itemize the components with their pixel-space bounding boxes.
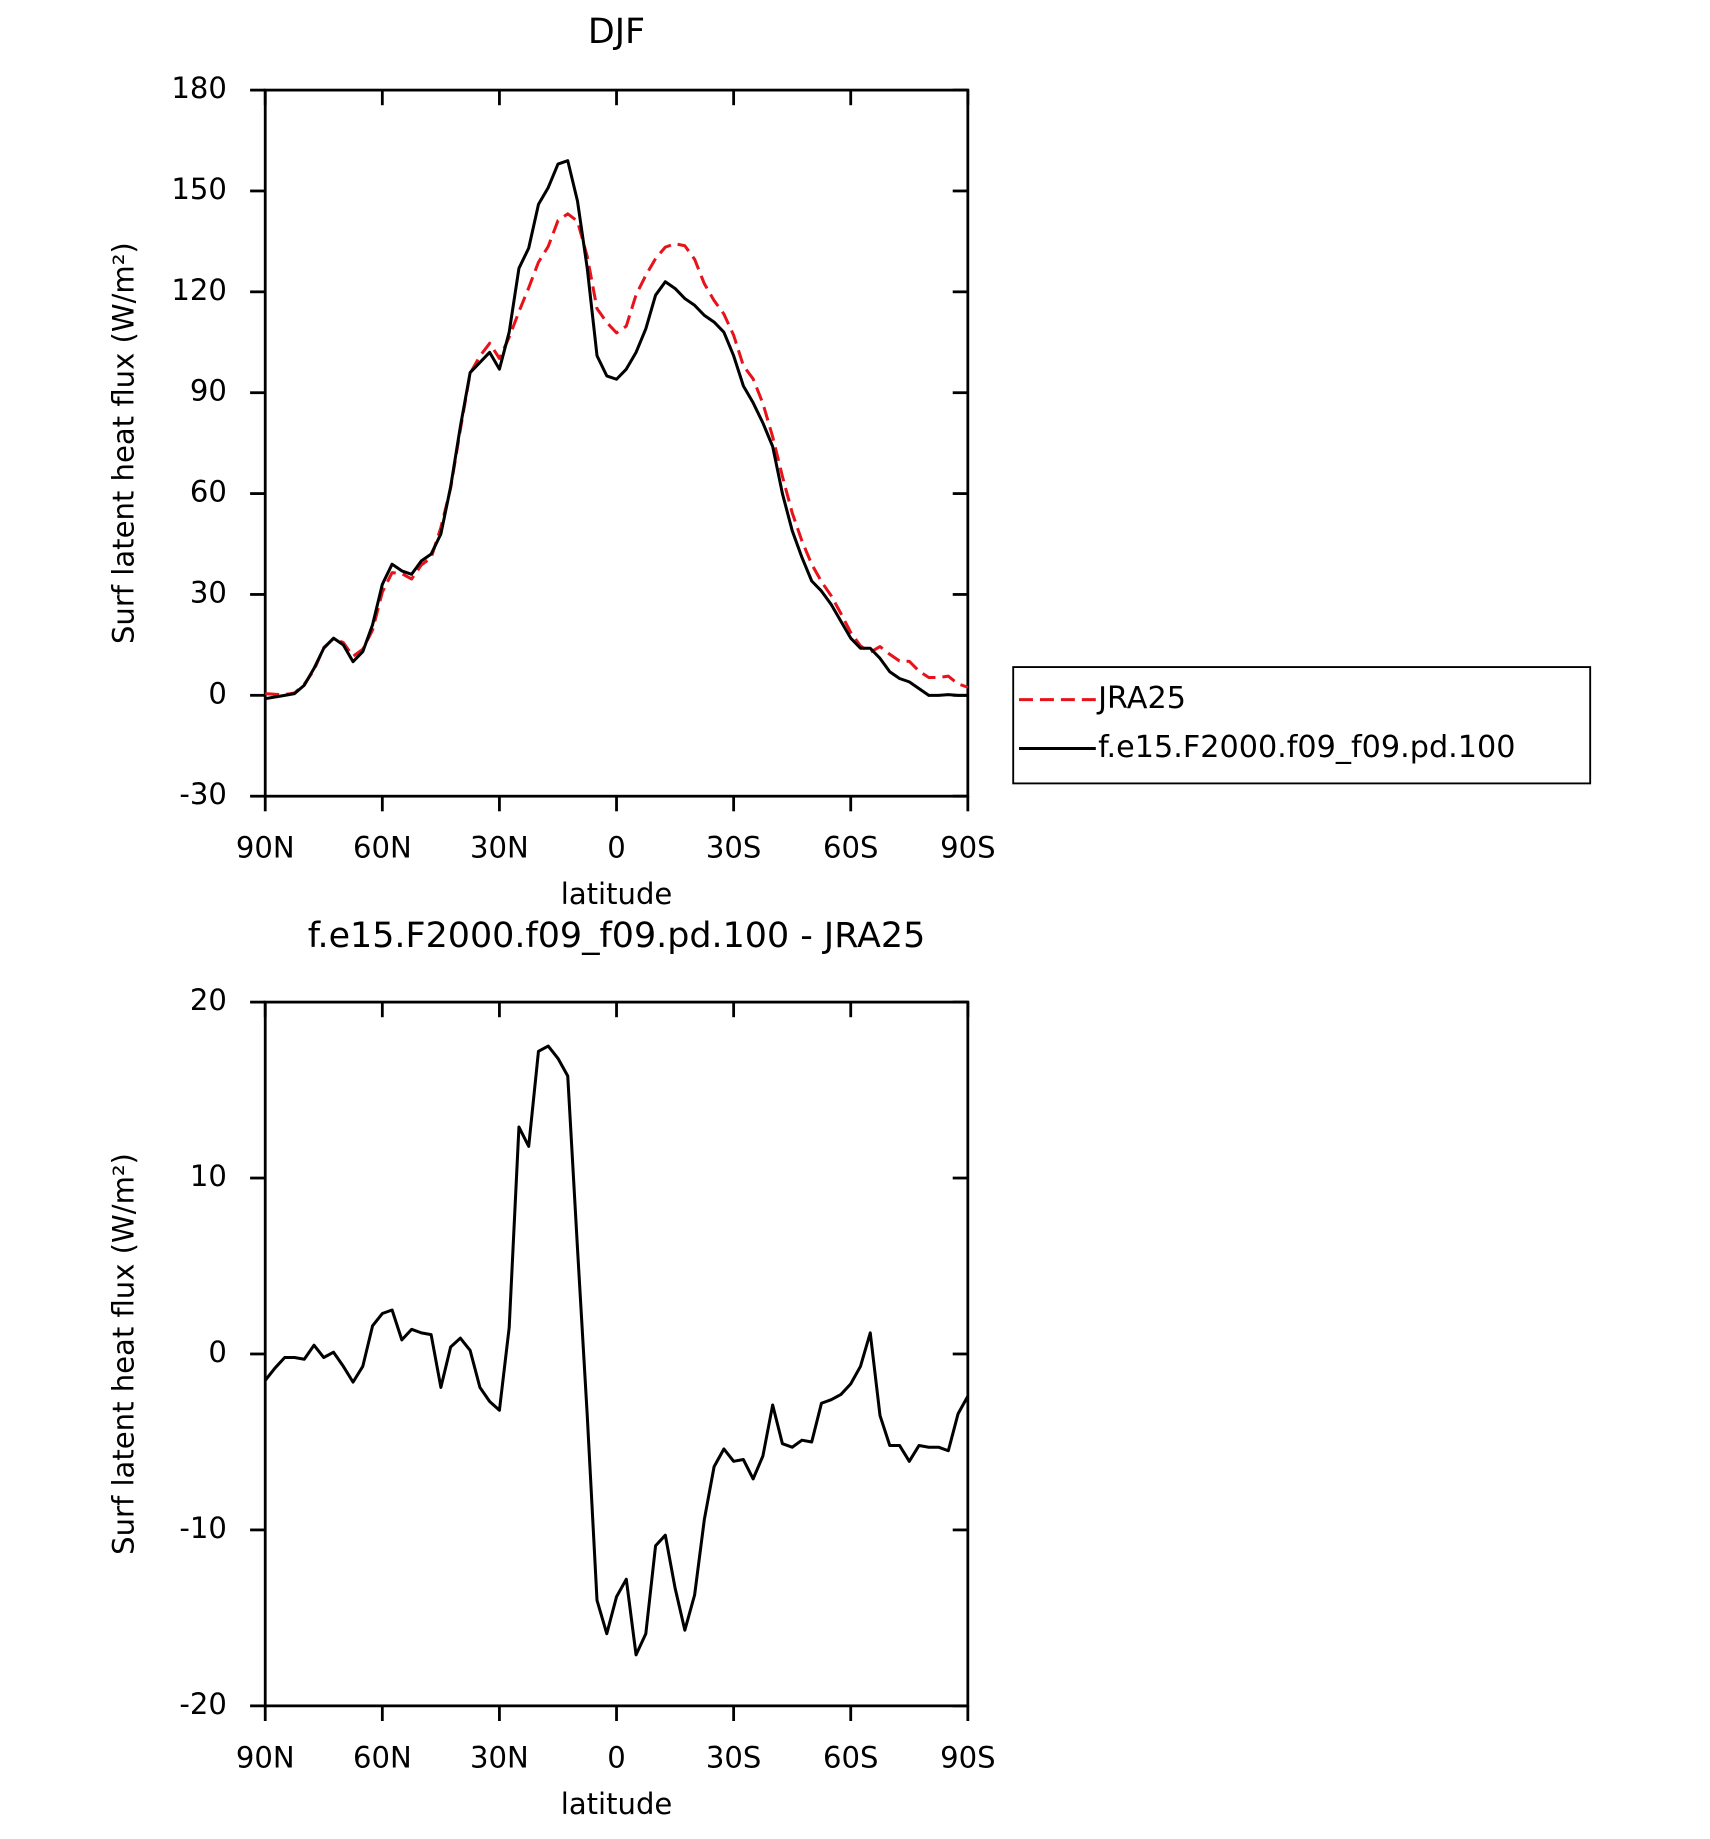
y-tick-label: 10 xyxy=(190,1159,227,1193)
y-tick-label: 20 xyxy=(190,983,227,1017)
data-line xyxy=(264,1044,970,1657)
x-tick-label: 0 xyxy=(607,831,626,865)
chart-title: f.e15.F2000.f09_f09.pd.100 - JRA25 xyxy=(308,916,926,956)
x-axis-label: latitude xyxy=(561,877,673,911)
x-tick-label: 60S xyxy=(823,1740,878,1774)
data-line xyxy=(264,159,968,701)
x-tick-label: 30S xyxy=(706,831,761,865)
legend-label: f.e15.F2000.f09_f09.pd.100 xyxy=(1098,730,1515,765)
y-axis-label: Surf latent heat flux (W/m²) xyxy=(107,1153,141,1555)
y-tick-label: -30 xyxy=(179,777,226,811)
x-tick-label: 60N xyxy=(353,831,412,865)
y-axis-label: Surf latent heat flux (W/m²) xyxy=(107,242,141,644)
y-tick-label: 150 xyxy=(171,172,227,206)
data-line xyxy=(265,212,969,697)
y-tick-label: 120 xyxy=(171,273,227,307)
x-tick-label: 90N xyxy=(236,831,295,865)
x-tick-label: 90S xyxy=(940,831,995,865)
x-tick-label: 90N xyxy=(236,1740,295,1774)
y-tick-label: 0 xyxy=(208,676,227,710)
y-tick-label: 90 xyxy=(190,374,227,408)
y-tick-label: 180 xyxy=(171,71,227,105)
chart-title: DJF xyxy=(588,12,645,52)
y-tick-label: 0 xyxy=(208,1335,227,1369)
legend-label: JRA25 xyxy=(1096,681,1186,716)
y-tick-label: -20 xyxy=(179,1687,226,1721)
x-tick-label: 30N xyxy=(470,1740,529,1774)
x-axis-label: latitude xyxy=(561,1787,673,1821)
x-tick-label: 30S xyxy=(706,1740,761,1774)
x-tick-label: 0 xyxy=(607,1740,626,1774)
y-tick-label: 30 xyxy=(190,575,227,609)
x-tick-label: 60N xyxy=(353,1740,412,1774)
plot-frame xyxy=(263,88,970,798)
legend-box xyxy=(1012,666,1592,785)
x-tick-label: 90S xyxy=(940,1740,995,1774)
y-tick-label: -10 xyxy=(179,1511,226,1545)
x-tick-label: 60S xyxy=(823,831,878,865)
x-tick-label: 30N xyxy=(470,831,529,865)
y-tick-label: 60 xyxy=(190,475,227,509)
